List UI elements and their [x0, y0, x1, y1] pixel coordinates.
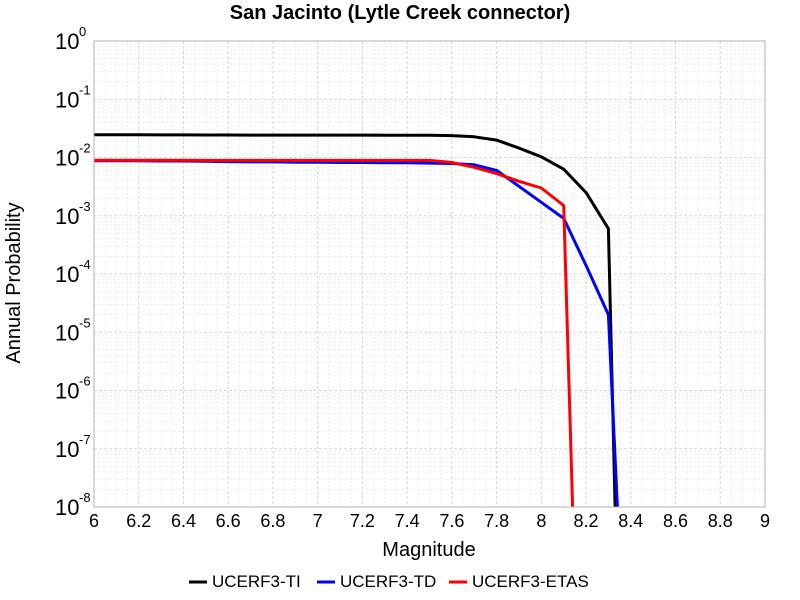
x-tick-label: 7.6 — [439, 511, 464, 531]
x-tick-label: 7 — [313, 511, 323, 531]
y-tick-label: 10 -3 — [55, 199, 91, 229]
x-tick-label: 8.2 — [574, 511, 599, 531]
chart-title: San Jacinto (Lytle Creek connector) — [230, 2, 570, 24]
legend-label: UCERF3-ETAS — [472, 572, 589, 591]
y-tick-label: 10 0 — [55, 24, 86, 54]
series-layer — [94, 133, 619, 508]
y-tick-base: 10 — [55, 262, 79, 287]
legend-item: UCERF3-TD — [317, 572, 436, 591]
legend: UCERF3-TI UCERF3-TD UCERF3-ETAS — [189, 572, 589, 591]
x-tick-label: 8.8 — [708, 511, 733, 531]
y-tick-exponent: -8 — [79, 490, 91, 505]
y-tick-exponent: -3 — [79, 199, 91, 214]
y-tick-exponent: -2 — [79, 141, 91, 156]
y-tick-exponent: -5 — [79, 315, 91, 330]
x-tick-label: 7.4 — [395, 511, 420, 531]
y-axis-label: Annual Probability — [3, 202, 25, 363]
x-tick-label: 6.6 — [216, 511, 241, 531]
y-tick-base: 10 — [55, 379, 79, 404]
y-tick-label: 10 -6 — [55, 374, 91, 404]
y-tick-exponent: -6 — [79, 374, 91, 389]
legend-label: UCERF3-TD — [340, 572, 436, 591]
y-tick-label: 10 -2 — [55, 141, 91, 171]
y-tick-base: 10 — [55, 495, 79, 520]
y-tick-exponent: -4 — [79, 257, 91, 272]
legend-item: UCERF3-ETAS — [449, 572, 589, 591]
x-tick-label: 8 — [536, 511, 546, 531]
x-axis-label: Magnitude — [382, 539, 475, 561]
legend-label: UCERF3-TI — [212, 572, 301, 591]
plot-frame — [93, 40, 766, 508]
y-tick-base: 10 — [55, 146, 79, 171]
series-line-ucerf3-etas — [94, 158, 575, 508]
x-tick-label: 6.2 — [126, 511, 151, 531]
y-tick-label: 10 -5 — [55, 315, 91, 345]
y-tick-exponent: -1 — [79, 82, 91, 97]
x-tick-labels: 6 6.2 6.4 6.6 6.8 7 7.2 7.4 7.6 7.8 8 8.2 8.4 8.6 8.8 9 — [89, 511, 770, 531]
x-tick-label: 8.4 — [618, 511, 643, 531]
y-tick-label: 10 -8 — [55, 490, 91, 520]
y-tick-exponent: 0 — [79, 24, 86, 39]
series-line-ucerf3-ti — [94, 133, 617, 508]
x-tick-label: 6 — [89, 511, 99, 531]
x-tick-label: 6.4 — [171, 511, 196, 531]
x-tick-label: 8.6 — [663, 511, 688, 531]
x-tick-label: 7.8 — [484, 511, 509, 531]
y-tick-base: 10 — [55, 87, 79, 112]
x-tick-label: 7.2 — [350, 511, 375, 531]
y-tick-label: 10 -4 — [55, 257, 91, 287]
y-tick-base: 10 — [55, 204, 79, 229]
legend-item: UCERF3-TI — [189, 572, 301, 591]
x-tick-label: 6.8 — [260, 511, 285, 531]
y-tick-label: 10 -7 — [55, 432, 91, 462]
y-tick-label: 10 -1 — [55, 82, 91, 112]
y-tick-exponent: -7 — [79, 432, 91, 447]
y-tick-base: 10 — [55, 437, 79, 462]
y-tick-base: 10 — [55, 29, 79, 54]
y-tick-base: 10 — [55, 320, 79, 345]
x-tick-label: 9 — [760, 511, 770, 531]
